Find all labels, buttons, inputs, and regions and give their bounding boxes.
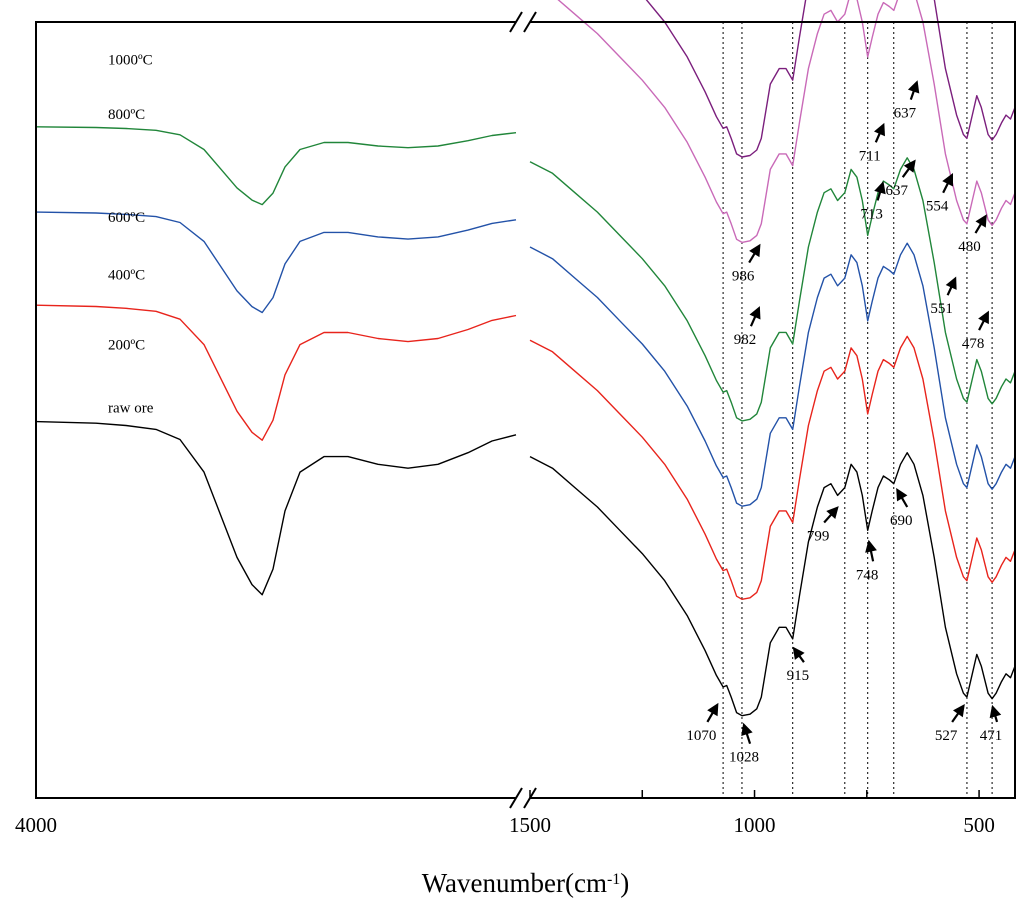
break-mark-2 [509,787,523,809]
annotation-label: 471 [980,728,1003,744]
annotation-9: 986 [732,243,761,285]
annotation-arrow-head [749,243,761,258]
curve-right-4 [529,335,1016,600]
series-label-1: 800ºC [108,107,145,123]
annotation-8: 471 [980,704,1003,744]
annotation-2: 1028 [729,722,759,766]
annotation-label: 551 [930,301,953,317]
series-label-5: raw ore [108,400,154,416]
annotation-14: 637 [885,159,916,199]
annotation-12: 711 [859,122,885,164]
annotation-6: 690 [890,487,913,529]
peak-guide-lines [722,22,993,798]
annotation-7: 527 [935,703,965,744]
annotation-arrow-head [792,646,805,660]
annotation-13: 637 [894,80,920,122]
annotation-arrow-head [874,181,886,195]
annotation-arrow-head [945,276,957,290]
curve-left-2 [35,126,517,206]
annotation-arrow-head [903,159,916,173]
annotation-1: 1070 [686,702,719,744]
annotation-label: 711 [859,148,881,164]
annotation-17: 480 [958,214,987,255]
annotation-arrow-head [978,310,989,325]
annotation-label: 478 [962,336,985,352]
annotation-arrow-head [989,704,1002,719]
peak-annotations: 3623107010289157997486905274719869827137… [686,80,1003,766]
annotation-15: 554 [926,173,954,215]
x-tick-label-0: 4000 [15,813,57,837]
series-label-4: 200ºC [108,337,145,353]
curve-right-5 [529,452,1016,717]
annotation-arrow-head [907,80,920,94]
annotation-3: 915 [787,646,810,684]
annotation-arrow-head [873,122,885,137]
curve-left-5 [35,420,517,596]
annotation-4: 799 [807,506,839,545]
series-label-2: 600ºC [108,210,145,226]
annotation-18: 478 [962,310,989,352]
annotation-label: 554 [926,199,949,215]
annotation-16: 551 [930,276,957,317]
annotation-label: 748 [856,567,879,583]
x-tick-label-3: 1500 [509,813,551,837]
break-gap-top [516,18,530,28]
annotation-arrow-head [942,173,954,187]
series-label-3: 400ºC [108,268,145,284]
break-mark-0 [509,11,523,33]
annotation-label: 637 [894,106,917,122]
x-axis-ticks: 4000350015001000500 [15,790,995,837]
curve-left-3 [35,211,517,314]
x-axis-label: Wavenumber(cm-1) [422,868,630,898]
annotation-label: 480 [958,239,981,255]
x-tick-label-5: 1000 [734,813,776,837]
spectra-curves [35,0,1016,717]
axis-break-marks [509,11,537,809]
curve-right-0 [645,0,1016,158]
annotation-5: 748 [856,539,879,583]
series-labels: 1000ºC 800ºC 600ºC 400ºC 200ºC raw ore [108,53,154,417]
annotation-label: 1028 [729,750,759,766]
annotation-11: 713 [860,181,886,222]
curve-left-4 [35,304,517,441]
annotation-arrow-head [826,506,839,520]
annotation-label: 713 [860,206,883,222]
curve-right-3 [529,242,1016,507]
annotation-arrow-head [865,539,877,553]
annotation-label: 527 [935,728,958,744]
x-tick-label-7: 500 [963,813,995,837]
annotation-arrow-head [896,487,908,502]
annotation-arrow-head [707,702,719,717]
annotation-label: 799 [807,529,830,545]
annotation-arrow-head [741,722,753,737]
annotation-label: 1070 [686,728,716,744]
annotation-label: 637 [885,183,908,199]
curve-right-2 [529,157,1016,422]
annotation-label: 690 [890,513,913,529]
annotation-label: 986 [732,269,755,285]
curve-right-1 [557,0,1016,244]
annotation-10: 982 [734,306,761,348]
break-mark-1 [523,11,537,33]
annotation-arrow-head [749,306,761,320]
annotation-arrow-head [953,703,965,718]
annotation-label: 915 [787,668,810,684]
break-gap-bottom [516,793,530,803]
annotation-label: 982 [734,332,757,348]
annotation-arrow-head [975,214,987,228]
series-label-0: 1000ºC [108,53,153,69]
